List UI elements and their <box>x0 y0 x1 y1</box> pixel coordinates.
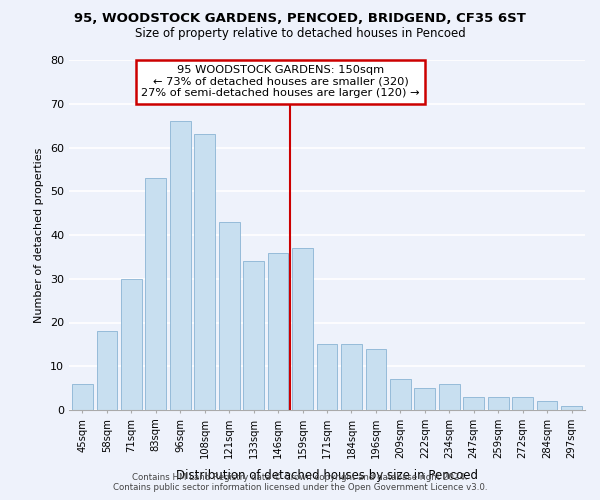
Bar <box>268 252 289 410</box>
X-axis label: Distribution of detached houses by size in Pencoed: Distribution of detached houses by size … <box>176 469 478 482</box>
Bar <box>488 397 509 410</box>
Bar <box>415 388 435 410</box>
Bar <box>97 331 117 410</box>
Text: Contains HM Land Registry data © Crown copyright and database right 2024.
Contai: Contains HM Land Registry data © Crown c… <box>113 473 487 492</box>
Y-axis label: Number of detached properties: Number of detached properties <box>34 148 44 322</box>
Text: Size of property relative to detached houses in Pencoed: Size of property relative to detached ho… <box>134 28 466 40</box>
Bar <box>145 178 166 410</box>
Bar <box>170 122 191 410</box>
Bar <box>365 349 386 410</box>
Bar <box>390 380 411 410</box>
Bar <box>317 344 337 410</box>
Text: 95 WOODSTOCK GARDENS: 150sqm
← 73% of detached houses are smaller (320)
27% of s: 95 WOODSTOCK GARDENS: 150sqm ← 73% of de… <box>142 66 420 98</box>
Bar <box>439 384 460 410</box>
Bar <box>561 406 582 410</box>
Bar <box>72 384 93 410</box>
Bar <box>194 134 215 410</box>
Bar <box>512 397 533 410</box>
Bar <box>243 261 264 410</box>
Bar <box>463 397 484 410</box>
Bar <box>341 344 362 410</box>
Bar <box>292 248 313 410</box>
Text: 95, WOODSTOCK GARDENS, PENCOED, BRIDGEND, CF35 6ST: 95, WOODSTOCK GARDENS, PENCOED, BRIDGEND… <box>74 12 526 26</box>
Bar <box>121 279 142 410</box>
Bar <box>537 401 557 410</box>
Bar <box>219 222 239 410</box>
